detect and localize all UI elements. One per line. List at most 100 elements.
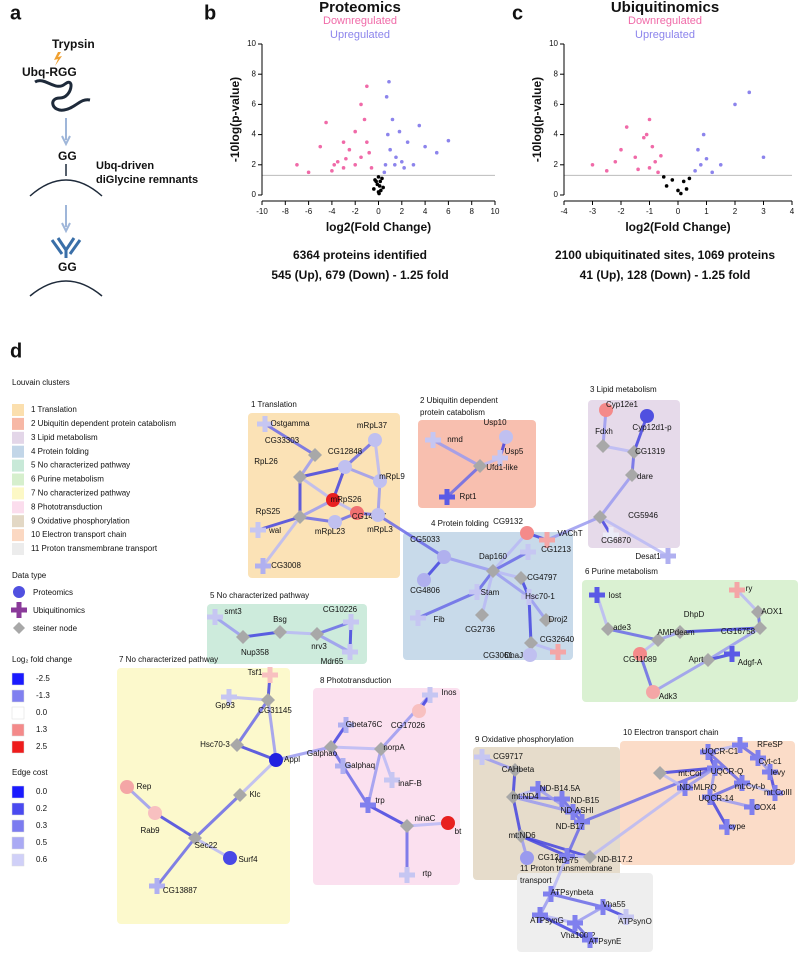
data-point [613, 159, 618, 164]
node-label: ATPsynG [530, 916, 564, 925]
legend-swatch [12, 515, 24, 528]
data-point [344, 156, 348, 161]
legend-title: Log₂ fold change [12, 655, 73, 664]
node-steiner [593, 510, 607, 524]
node-label: CG33303 [265, 436, 300, 445]
node-ubiquitinomics [559, 848, 575, 864]
data-point [359, 155, 363, 160]
edge [492, 550, 529, 573]
node-label: CG1319 [635, 447, 665, 456]
edge [238, 758, 278, 797]
legend-entry: 9 Oxidative phosphorylation [31, 516, 130, 525]
data-point [377, 191, 381, 196]
remnant-note: diGlycine remnants [96, 174, 198, 186]
legend-entry: 8 Phototransduction [31, 502, 102, 511]
legend-entry: Upregulated [330, 29, 390, 41]
node-label: mRpS26 [330, 495, 362, 504]
node-steiner [230, 738, 244, 752]
cluster-title: 10 Electron transport chain [623, 728, 719, 737]
data-point [390, 117, 395, 122]
edge [264, 422, 316, 457]
node-steiner [596, 439, 610, 453]
edge [366, 748, 383, 806]
node-ubiquitinomics [660, 548, 676, 564]
cluster-box [582, 580, 798, 702]
legend-entry: steiner node [33, 624, 78, 633]
node-label: Usp5 [505, 447, 524, 456]
data-point [373, 178, 377, 182]
legend-value: 0.0 [36, 787, 48, 796]
data-point [661, 175, 666, 179]
node-proteomics [520, 851, 534, 865]
node-ubiquitinomics [724, 646, 740, 662]
data-point [624, 125, 629, 129]
node-label: bt [455, 827, 462, 836]
node-label: mt:ND6 [508, 831, 536, 840]
node-ubiquitinomics [744, 799, 760, 815]
edge [735, 588, 760, 614]
edge [520, 834, 568, 858]
node-label: ND-75 [555, 856, 579, 865]
data-point [362, 117, 367, 122]
node-label: CAHbeta [502, 765, 535, 774]
node-label: Vha55 [602, 900, 626, 909]
edge [367, 803, 408, 828]
node-ubiquitinomics [342, 644, 358, 660]
legend-entry: Downregulated [323, 15, 397, 27]
edge [706, 750, 744, 785]
edge [491, 531, 529, 573]
node-proteomics [633, 647, 647, 661]
node-proteomics [326, 493, 340, 507]
data-point [384, 95, 389, 99]
node-label: CG4797 [527, 573, 557, 582]
node-label: AOX1 [761, 607, 783, 616]
legend-swatch [11, 802, 25, 816]
legend-swatch [12, 431, 24, 444]
node-ubiquitinomics [539, 532, 555, 548]
node-label: rtp [422, 869, 432, 878]
node-label: COX4 [754, 803, 776, 812]
node-label: RFeSP [757, 740, 783, 749]
edge [445, 464, 482, 499]
node-ubiquitinomics [767, 785, 783, 801]
node-label: dare [637, 472, 654, 481]
substrate: Ubq-RGG [22, 65, 77, 79]
node-label: norpA [383, 743, 405, 752]
node-ubiquitinomics [719, 819, 735, 835]
node-label: Sec22 [195, 841, 218, 850]
legend-entry: Proteomics [33, 588, 73, 597]
ubiquitinomics-symbol [11, 602, 27, 618]
edge [155, 837, 197, 887]
edge [546, 515, 601, 542]
legend-entry: 2 Ubiquitin dependent protein catabolism [31, 419, 176, 428]
node-steiner [625, 468, 639, 482]
edge [275, 745, 332, 762]
data-point [647, 166, 652, 170]
node-steiner [324, 740, 338, 754]
node-label: mt:ND4 [511, 792, 539, 801]
node-label: RpL26 [254, 457, 278, 466]
node-ubiquitinomics [729, 582, 745, 598]
node-steiner [188, 831, 202, 845]
edge [154, 811, 196, 840]
node-ubiquitinomics [207, 609, 223, 625]
edge [539, 913, 591, 942]
node-ubiquitinomics [469, 584, 485, 600]
node-label: Adgf-A [738, 658, 763, 667]
node-label: Rab9 [140, 826, 160, 835]
x-tick-label: -3 [589, 207, 597, 216]
node-ubiquitinomics [677, 780, 693, 796]
edge [652, 658, 709, 694]
node-steiner [539, 613, 553, 627]
node-ubiquitinomics [520, 544, 536, 560]
panel-label: d [10, 340, 22, 362]
legend-swatch [11, 740, 25, 754]
edge [266, 699, 278, 761]
node-label: ND-B14.5A [540, 784, 581, 793]
node-label: ND-ASHI [561, 806, 594, 815]
edge [417, 590, 478, 620]
node-steiner [651, 633, 665, 647]
edge [316, 632, 351, 654]
data-point [380, 176, 384, 181]
y-tick-label: 10 [247, 39, 256, 48]
